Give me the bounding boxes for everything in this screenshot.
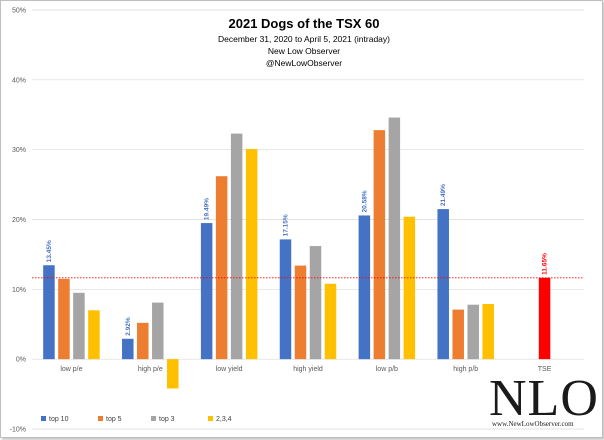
bar-2-3-4: [88, 310, 100, 360]
bar-top-10: [122, 338, 134, 360]
bar-top-3: [230, 133, 243, 360]
bar-top-10: [358, 215, 371, 360]
x-category-label: low p/b: [376, 366, 398, 373]
bar-2-3-4: [403, 216, 416, 360]
watermark-url: www.NewLowObserver.com: [492, 420, 574, 428]
legend-swatch: [208, 416, 213, 421]
legend-item: top 10: [41, 416, 69, 423]
bar-top-10: [43, 265, 55, 360]
bar-top-5: [58, 278, 70, 360]
x-category-label: high p/b: [453, 366, 478, 373]
legend-item: top 3: [151, 416, 175, 423]
bar-top-10: [200, 223, 213, 360]
legend-item: 2,3,4: [208, 416, 232, 423]
chart-subtitle-3: @NewLowObserver: [266, 58, 342, 68]
bar-top-3: [309, 246, 322, 360]
x-category-label: low yield: [216, 366, 243, 373]
x-category-label: high p/e: [138, 366, 163, 373]
watermark-logo: NLO: [489, 370, 599, 427]
bar-2-3-4: [324, 283, 337, 360]
chart-title: 2021 Dogs of the TSX 60: [229, 16, 380, 31]
bar-top-10: [279, 239, 292, 360]
bar-top-10: [437, 209, 449, 360]
x-category-label: TSE: [538, 366, 552, 373]
data-label: 19.49%: [204, 198, 211, 220]
legend-item: top 5: [98, 416, 122, 423]
bar-top-3: [388, 117, 401, 360]
bar-2-3-4: [245, 148, 258, 360]
data-label: 17.15%: [283, 214, 290, 236]
bar-top-3: [152, 302, 164, 360]
data-label: 20.58%: [361, 190, 368, 212]
bar-2-3-4: [167, 359, 179, 389]
chart-subtitle-2: New Low Observer: [268, 46, 340, 56]
data-label: 2.92%: [125, 317, 132, 336]
bar-top-5: [294, 265, 307, 360]
y-tick-label: 20%: [12, 217, 26, 224]
data-label: 11.65%: [542, 253, 549, 275]
legend: top 10 top 5 top 3 2,3,4: [41, 416, 232, 423]
y-tick-label: 40%: [12, 77, 26, 84]
legend-label: top 5: [106, 416, 122, 423]
bar-2-3-4: [482, 303, 494, 360]
legend-label: top 10: [49, 416, 69, 423]
bar-top-5: [452, 309, 464, 360]
x-axis-categories: low p/e high p/e low yield high yield low p/…: [60, 366, 551, 373]
bar-top-5: [373, 130, 386, 360]
data-labels: 13.45% 2.92% 19.49% 17.15% 20.58% 21.49% 11.65…: [46, 184, 549, 336]
legend-label: top 3: [159, 416, 175, 423]
legend-label: 2,3,4: [216, 416, 232, 423]
legend-swatch: [98, 416, 103, 421]
legend-swatch: [41, 416, 46, 421]
legend-swatch: [151, 416, 156, 421]
bar-top-3: [467, 304, 479, 360]
bar-top-3: [73, 292, 85, 360]
bar-top-5: [137, 322, 149, 360]
y-tick-label: 30%: [12, 147, 26, 154]
nlo-watermark: NLO www.NewLowObserver.com: [489, 370, 599, 428]
y-tick-label: -10%: [10, 427, 26, 434]
x-category-label: high yield: [293, 366, 323, 373]
y-tick-label: 50%: [12, 8, 26, 15]
data-label: 21.49%: [440, 184, 447, 206]
bar-tse: [538, 277, 551, 360]
y-tick-label: 10%: [12, 287, 26, 294]
x-category-label: low p/e: [60, 366, 82, 373]
y-tick-label: 0%: [16, 357, 26, 364]
bar-top-5: [215, 176, 228, 360]
chart-subtitle-1: December 31, 2020 to April 5, 2021 (intr…: [218, 34, 390, 44]
y-axis-ticks: -10% 0% 10% 20% 30% 40% 50%: [10, 8, 26, 434]
bars: [43, 117, 551, 389]
data-label: 13.45%: [46, 240, 53, 262]
